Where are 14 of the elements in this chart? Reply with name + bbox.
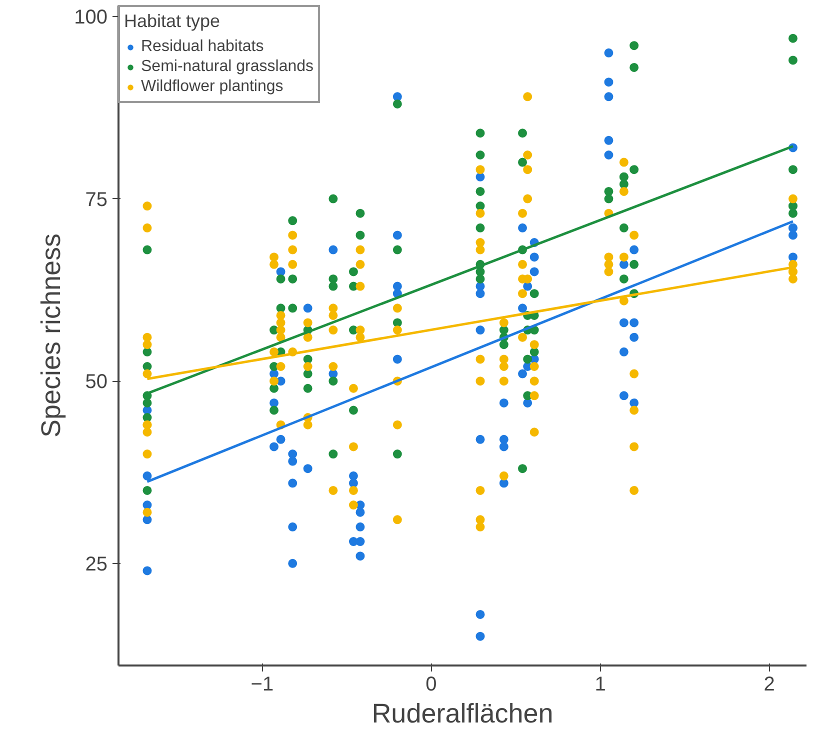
legend-label: Wildflower plantings [141,78,284,96]
x-tick-label: 1 [594,674,606,696]
y-tick-label: 100 [74,6,108,28]
x-tick-label: 2 [764,674,775,696]
x-tick-label: 0 [426,674,437,696]
y-tick-label: 50 [85,371,108,394]
x-tick-label: −1 [250,674,274,696]
legend-title: Habitat type [124,11,222,32]
y-tick-label: 25 [85,553,108,576]
legend-label: Residual habitats [141,38,264,56]
x-axis-title: Ruderalflächen [372,698,554,728]
y-tick-label: 75 [85,188,108,211]
y-axis-title: Species richness [36,233,66,438]
legend-label: Semi-natural grasslands [141,58,314,76]
